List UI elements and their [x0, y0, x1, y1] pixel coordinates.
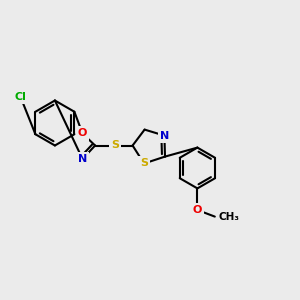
- Text: O: O: [193, 205, 202, 215]
- Text: N: N: [78, 154, 87, 164]
- Text: O: O: [78, 128, 87, 139]
- Text: S: S: [140, 158, 148, 169]
- Text: CH₃: CH₃: [219, 212, 240, 222]
- Text: S: S: [111, 140, 119, 151]
- Text: N: N: [160, 130, 169, 141]
- Text: Cl: Cl: [14, 92, 26, 102]
